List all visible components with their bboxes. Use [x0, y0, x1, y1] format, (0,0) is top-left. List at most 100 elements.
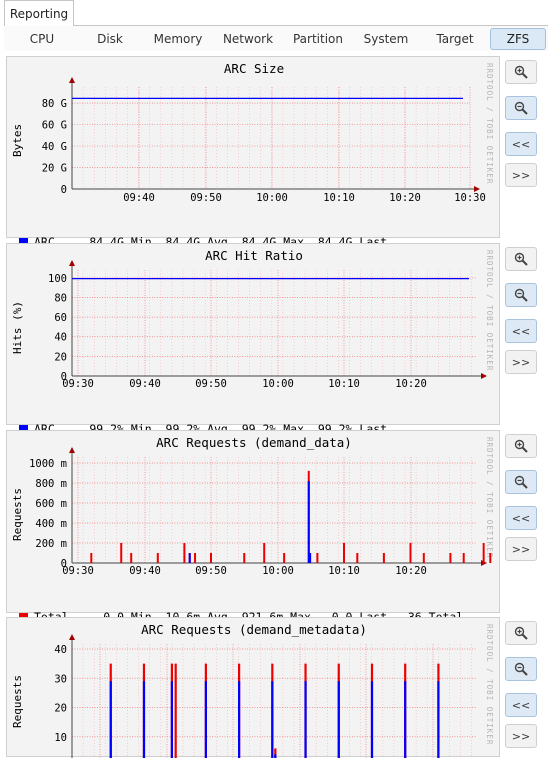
zoom-out-button-demand-metadata[interactable]: [505, 657, 537, 681]
y-tick-label: 0: [61, 184, 67, 196]
zoom-out-button-arc-hit-ratio[interactable]: [505, 283, 537, 307]
x-tick-label: 10:00: [262, 565, 294, 577]
swatch-blue: [19, 424, 28, 434]
x-tick-label: 10:20: [389, 192, 421, 204]
x-tick-label: 10:10: [328, 565, 360, 577]
zoom-in-icon: [514, 626, 528, 640]
graph-arc-hit-ratio: ARC Hit Ratio Hits (%) RRDTOOL / TOBI OE…: [6, 243, 500, 478]
graph-arc-requests-demand-data: ARC Requests (demand_data) Requests RRDT…: [6, 430, 500, 666]
back-button-arc-size[interactable]: <<: [505, 132, 537, 156]
bar-total: [283, 553, 286, 563]
zoom-in-icon: [514, 439, 528, 453]
zoom-in-icon: [514, 65, 528, 79]
plot-area: 0 20 G 40 G 60 G 80 G 09:40 09:50 10:00 10:10 10:…: [42, 77, 486, 204]
forward-button-label: >>: [511, 355, 531, 369]
y-axis-arrow: [69, 77, 75, 83]
forward-button-demand-data[interactable]: >>: [505, 537, 537, 561]
bar-total: [156, 553, 159, 563]
y-tick-label: 100: [48, 273, 67, 285]
x-tick-label: 10:30: [454, 192, 486, 204]
y-tick-label: 20 G: [42, 163, 67, 175]
subtab-cpu[interactable]: CPU: [29, 32, 55, 46]
rrdtool-watermark: RRDTOOL / TOBI OETIKER: [485, 437, 494, 559]
x-tick-label: 10:20: [395, 378, 427, 390]
bar-hit: [370, 681, 374, 758]
graph-title: ARC Hit Ratio: [205, 248, 303, 263]
bar-total: [482, 543, 485, 563]
x-axis-arrow: [474, 186, 480, 192]
back-button-label: <<: [511, 137, 531, 151]
zoom-out-button-arc-size[interactable]: [505, 96, 537, 120]
back-button-label: <<: [511, 698, 531, 712]
forward-button-label: >>: [511, 729, 531, 743]
subtab-partition[interactable]: Partition: [292, 32, 343, 46]
x-axis-arrow: [481, 373, 487, 379]
x-tick-label: 09:30: [62, 565, 94, 577]
graph-title: ARC Requests (demand_data): [156, 435, 352, 450]
plot-area: 0 200 m 400 m 600 m 800 m 1000 m 09:30 09:40 09:…: [29, 447, 492, 577]
bar-hit: [204, 681, 207, 758]
bar-hit: [304, 681, 307, 758]
bar-total: [449, 553, 452, 563]
y-tick-label: 60: [54, 312, 67, 324]
bar-hit: [238, 681, 241, 758]
forward-button-demand-metadata[interactable]: >>: [505, 724, 537, 748]
zoom-in-button-arc-hit-ratio[interactable]: [505, 247, 537, 271]
forward-button-arc-size[interactable]: >>: [505, 163, 537, 187]
bar-total: [174, 663, 177, 758]
forward-button-label: >>: [511, 168, 531, 182]
y-tick-label: 20: [54, 703, 67, 715]
subtab-memory[interactable]: Memory: [153, 32, 203, 46]
y-tick-label: 80 G: [42, 98, 67, 110]
y-tick-label: 20: [54, 351, 67, 363]
bar-hit: [404, 681, 407, 758]
bar-hit: [274, 754, 277, 758]
graph-title: ARC Size: [223, 61, 285, 76]
subtab-zfs[interactable]: ZFS: [490, 28, 546, 50]
x-tick-label: 09:50: [190, 192, 222, 204]
y-tick-label: 10: [54, 732, 67, 744]
plot-area: 0 20 40 60 80 100 09:30 09:40 09:50 10:00 10:10 10:…: [48, 260, 487, 390]
bar-hit: [109, 681, 112, 758]
bar-total: [183, 543, 186, 563]
bar-hit: [188, 553, 191, 563]
y-tick-label: 600 m: [35, 498, 67, 510]
x-tick-label: 09:50: [195, 565, 227, 577]
bar-total: [263, 543, 266, 563]
back-button-demand-data[interactable]: <<: [505, 506, 537, 530]
y-tick-label: 0: [61, 371, 67, 383]
subtab-system[interactable]: System: [363, 32, 409, 46]
zoom-in-button-arc-size[interactable]: [505, 60, 537, 84]
y-tick-label: 0: [61, 558, 67, 570]
y-tick-label: 30: [54, 673, 67, 685]
zoom-in-button-demand-data[interactable]: [505, 434, 537, 458]
zoom-out-icon: [514, 288, 528, 302]
bar-hit: [307, 481, 310, 563]
zoom-in-button-demand-metadata[interactable]: [505, 621, 537, 645]
back-button-arc-hit-ratio[interactable]: <<: [505, 319, 537, 343]
x-tick-label: 10:10: [328, 378, 360, 390]
forward-button-label: >>: [511, 542, 531, 556]
bar-total: [130, 553, 133, 563]
x-tick-label: 09:40: [129, 565, 161, 577]
subtab-network[interactable]: Network: [222, 32, 274, 46]
bar-hit: [271, 681, 274, 758]
x-tick-label: 10:00: [256, 192, 288, 204]
bar-total: [343, 543, 345, 563]
subtab-target[interactable]: Target: [436, 32, 474, 46]
graph-arc-requests-demand-metadata: ARC Requests (demand_metadata) Requests …: [6, 617, 500, 758]
back-button-demand-metadata[interactable]: <<: [505, 693, 537, 717]
back-button-label: <<: [511, 324, 531, 338]
bar-hit: [142, 681, 146, 758]
y-tick-label: 1000 m: [29, 458, 67, 470]
zoom-out-button-demand-data[interactable]: [505, 470, 537, 494]
x-tick-label: 10:10: [323, 192, 355, 204]
rrdtool-watermark: RRDTOOL / TOBI OETIKER: [485, 624, 494, 746]
subtab-disk[interactable]: Disk: [97, 32, 123, 46]
x-tick-label: 10:00: [262, 378, 294, 390]
x-tick-label: 09:40: [123, 192, 155, 204]
forward-button-arc-hit-ratio[interactable]: >>: [505, 350, 537, 374]
tab-reporting[interactable]: Reporting: [4, 0, 74, 26]
x-tick-label: 09:40: [129, 378, 161, 390]
